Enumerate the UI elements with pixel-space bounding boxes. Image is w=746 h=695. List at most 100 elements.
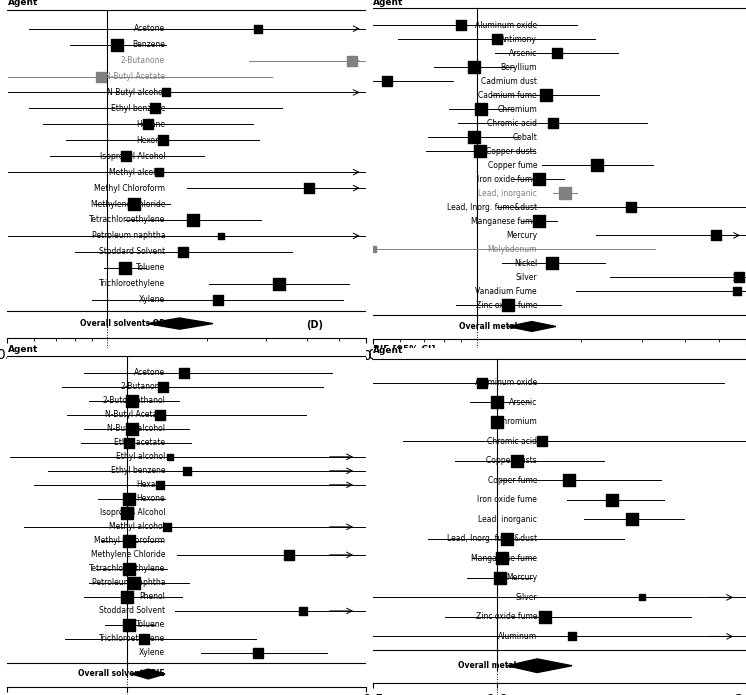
Text: Lead, inorganic: Lead, inorganic — [478, 189, 537, 198]
Text: 2-Butanone: 2-Butanone — [121, 56, 165, 65]
Text: 1.15 [ 0.73 , 1.82 ]: 1.15 [ 0.73 , 1.82 ] — [373, 384, 458, 390]
Polygon shape — [131, 669, 165, 679]
Point — [475, 104, 487, 115]
Text: Vanadium Fume: Vanadium Fume — [475, 287, 537, 296]
Text: Stoddard Solvent: Stoddard Solvent — [99, 247, 165, 256]
Point — [367, 244, 379, 255]
Text: Toluene: Toluene — [136, 621, 165, 630]
Point — [474, 146, 486, 157]
Text: (D): (D) — [306, 320, 323, 329]
Point — [731, 286, 743, 297]
Text: Silver: Silver — [515, 273, 537, 282]
Text: Arsenic: Arsenic — [509, 49, 537, 58]
Point — [283, 549, 295, 560]
Point — [123, 437, 135, 448]
Text: Isopropyl Alcohol: Isopropyl Alcohol — [99, 152, 165, 161]
Text: Chromium: Chromium — [498, 417, 537, 426]
Text: Aluminum: Aluminum — [498, 632, 537, 641]
Text: Arsenic: Arsenic — [509, 398, 537, 407]
Point — [119, 262, 131, 273]
Text: Aluminum oxide: Aluminum oxide — [475, 21, 537, 30]
Text: Chromic acid: Chromic acid — [487, 436, 537, 445]
Text: 1.20 [ 0.92 , 1.55 ]: 1.20 [ 0.92 , 1.55 ] — [373, 201, 458, 207]
Point — [625, 202, 637, 213]
Point — [539, 612, 551, 623]
Text: Cobalt: Cobalt — [513, 133, 537, 142]
Text: Mercury: Mercury — [506, 573, 537, 582]
Text: 0.96 [ 0.29 , 3.14 ]: 0.96 [ 0.29 , 3.14 ] — [373, 73, 458, 80]
Point — [177, 246, 189, 257]
Text: 1.74 [ 1.20 , 2.54 ]: 1.74 [ 1.20 , 2.54 ] — [373, 607, 458, 614]
Text: Manganese fume: Manganese fume — [471, 217, 537, 226]
Text: Copper dusts: Copper dusts — [486, 147, 537, 156]
Text: 1.01 [ 0.88 , 1.16 ]: 1.01 [ 0.88 , 1.16 ] — [373, 496, 458, 502]
Text: Zinc oxide fume: Zinc oxide fume — [476, 301, 537, 310]
Text: Cadmium dust: Cadmium dust — [481, 76, 537, 85]
Text: Phenol: Phenol — [140, 592, 165, 601]
Text: OR [95% CI]: OR [95% CI] — [373, 0, 433, 7]
Text: 1.18 [ 0.51 , 2.69 ]: 1.18 [ 0.51 , 2.69 ] — [373, 453, 458, 460]
Polygon shape — [507, 659, 572, 673]
Text: Trichloroethylene: Trichloroethylene — [99, 279, 165, 288]
Text: Petroleum naphtha: Petroleum naphtha — [92, 231, 165, 240]
Point — [128, 578, 140, 589]
Point — [178, 367, 190, 378]
Point — [157, 381, 169, 392]
Text: Antimony: Antimony — [501, 35, 537, 44]
Text: 2.84 [ 0.58 , 13.92 ]: 2.84 [ 0.58 , 13.92 ] — [373, 25, 462, 32]
Point — [181, 465, 192, 476]
Text: 1.07 [ 0.74 , 1.54 ]: 1.07 [ 0.74 , 1.54 ] — [373, 635, 458, 642]
Text: Methylene Chloride: Methylene Chloride — [90, 199, 165, 208]
Text: Lead, inorganic: Lead, inorganic — [478, 515, 537, 524]
Point — [111, 39, 123, 50]
Text: 1.33 [ 0.64 , 2.75 ]: 1.33 [ 0.64 , 2.75 ] — [373, 121, 458, 128]
Point — [533, 174, 545, 185]
Point — [546, 258, 558, 269]
Point — [123, 564, 135, 575]
Text: 2.15 [ 0.90 , 5.12 ]: 2.15 [ 0.90 , 5.12 ] — [373, 296, 458, 303]
Text: 1.39 [ 0.58 , 3.36 ]: 1.39 [ 0.58 , 3.36 ] — [373, 105, 458, 112]
Text: Agent: Agent — [373, 0, 404, 6]
Point — [345, 55, 357, 66]
Text: Overall metals OR: Overall metals OR — [460, 322, 537, 331]
Polygon shape — [508, 322, 556, 332]
Text: Copper fume: Copper fume — [488, 476, 537, 484]
Point — [494, 572, 506, 583]
Point — [491, 33, 503, 44]
Point — [161, 521, 173, 532]
Text: Acetone: Acetone — [134, 368, 165, 377]
Text: N-Butyl alcohol: N-Butyl alcohol — [107, 424, 165, 433]
Text: 1.01 [ 0.91 , 1.12 ]: 1.01 [ 0.91 , 1.12 ] — [373, 621, 458, 628]
Text: 1.14 [ 0.61 , 2.11 ]: 1.14 [ 0.61 , 2.11 ] — [373, 482, 458, 488]
Text: Agent: Agent — [7, 345, 38, 354]
Text: 1.69 [ 0.80 , 3.59 ]: 1.69 [ 0.80 , 3.59 ] — [373, 249, 458, 255]
Point — [533, 216, 545, 227]
Point — [492, 416, 504, 427]
Point — [125, 423, 137, 434]
Point — [381, 76, 393, 87]
Point — [149, 103, 161, 114]
Point — [626, 514, 638, 525]
Point — [477, 377, 489, 389]
Text: 1.01 [ 0.87 , 1.17 ]: 1.01 [ 0.87 , 1.17 ] — [373, 566, 458, 572]
Point — [733, 272, 745, 283]
Text: Lead, Inorg. fume&dust: Lead, Inorg. fume&dust — [447, 203, 537, 212]
Point — [160, 87, 172, 98]
Text: Silver: Silver — [515, 593, 537, 602]
Point — [215, 230, 227, 241]
Text: Toluene: Toluene — [136, 263, 165, 272]
Text: Agent: Agent — [7, 0, 38, 7]
Text: Mercury: Mercury — [506, 231, 537, 240]
Point — [606, 494, 618, 505]
Text: 1.68 [ 1.21 , 2.32 ]: 1.68 [ 1.21 , 2.32 ] — [373, 552, 458, 558]
Point — [551, 48, 562, 59]
Text: Tetrachloroethylene: Tetrachloroethylene — [89, 215, 165, 224]
Point — [496, 553, 508, 564]
Point — [709, 230, 721, 241]
Point — [123, 619, 135, 630]
Text: Methyl alcohol: Methyl alcohol — [109, 167, 165, 177]
Point — [304, 183, 316, 194]
Text: 1.47 [ 0.75 , 2.86 ]: 1.47 [ 0.75 , 2.86 ] — [373, 137, 458, 144]
Text: N-Butyl Acetate: N-Butyl Acetate — [105, 72, 165, 81]
Point — [164, 451, 176, 462]
